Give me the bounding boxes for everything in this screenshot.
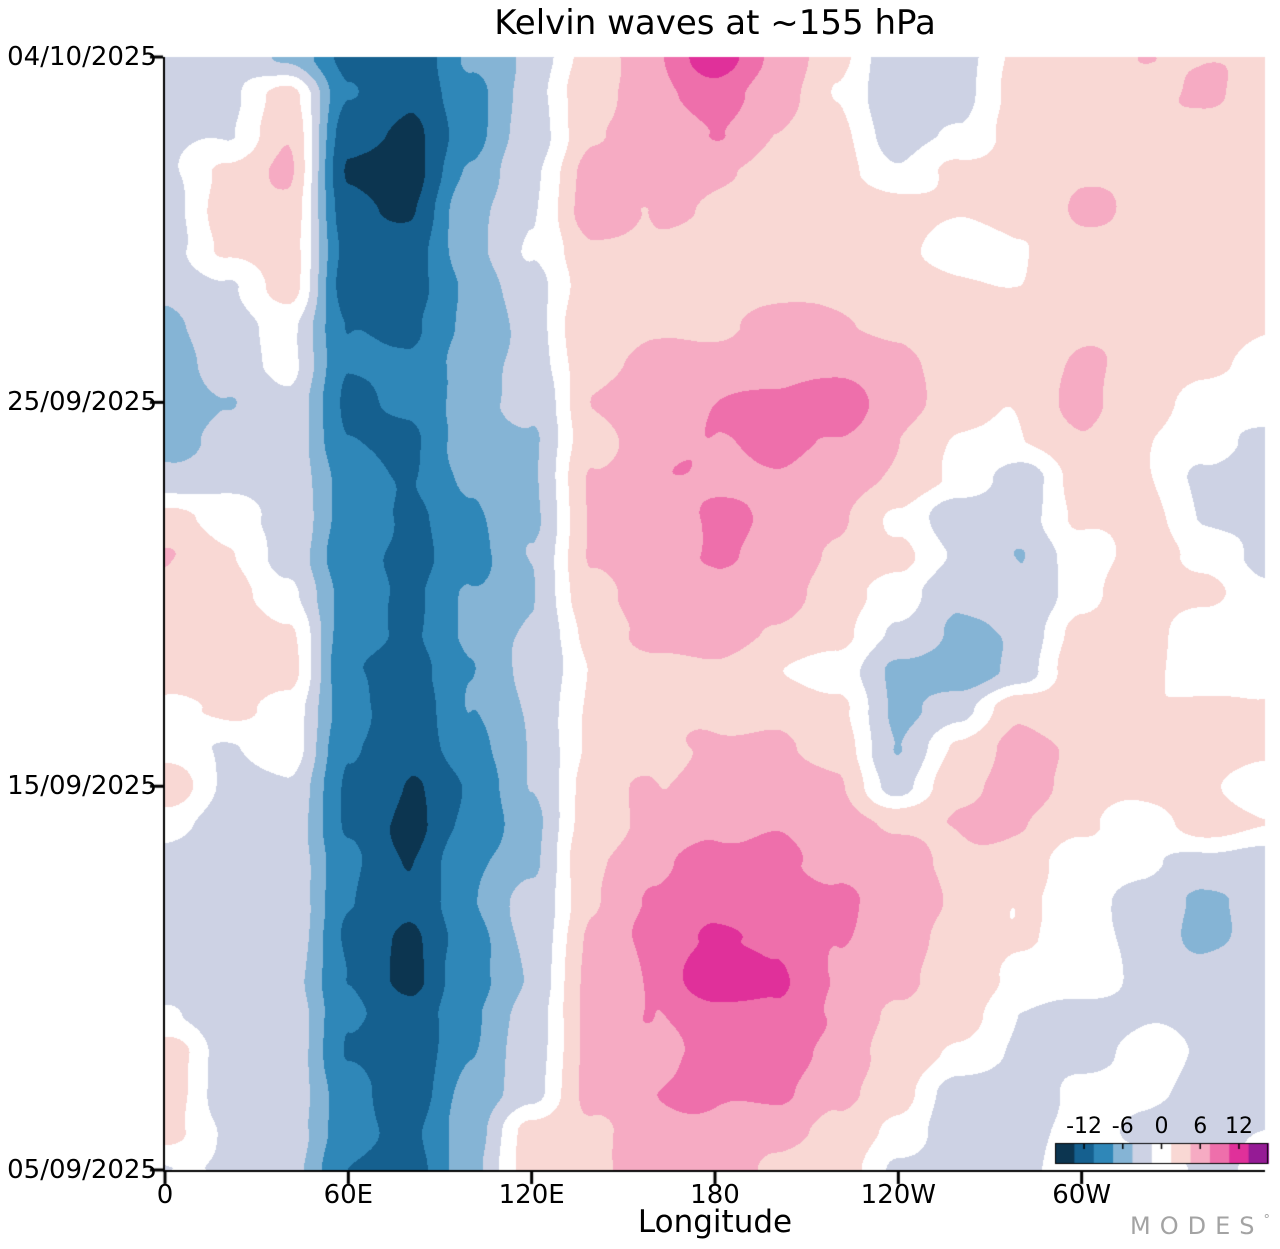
- modes-logo-text: MODES: [1130, 1212, 1264, 1240]
- modes-logo: MODES°: [1130, 1212, 1270, 1240]
- chart-title: Kelvin waves at ~155 hPa: [494, 3, 936, 43]
- x-axis-title: Longitude: [637, 1204, 793, 1240]
- modes-logo-degree-mark: °: [1263, 1213, 1271, 1228]
